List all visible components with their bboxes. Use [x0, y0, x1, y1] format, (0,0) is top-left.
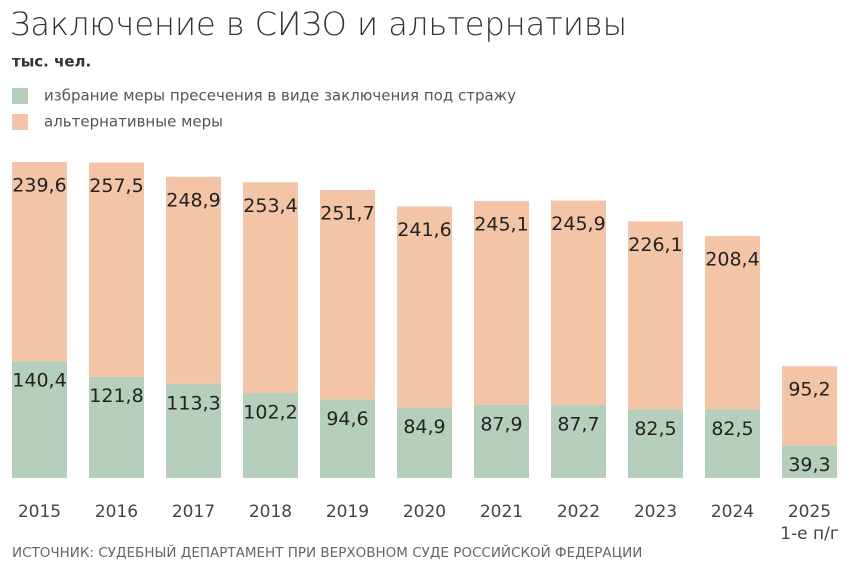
bar-segment [12, 162, 67, 362]
value-label: 95,2 [788, 379, 830, 401]
value-label: 121,8 [89, 385, 143, 407]
value-label: 113,3 [166, 392, 220, 414]
bar-segment [782, 445, 837, 478]
x-tick-label: 2021 [480, 502, 523, 522]
x-tick-label: 2022 [557, 502, 600, 522]
value-label: 253,4 [243, 195, 297, 217]
bar-segment [474, 404, 529, 478]
bar-segment [782, 366, 837, 446]
bar-segment [89, 376, 144, 478]
x-tick-label: 2024 [711, 502, 754, 522]
bar-segment [166, 383, 221, 478]
bar-segment [705, 236, 760, 410]
value-label: 39,3 [788, 454, 830, 476]
source: ИСТОЧНИК: СУДЕБНЫЙ ДЕПАРТАМЕНТ ПРИ ВЕРХО… [12, 543, 642, 561]
bar-segment [166, 176, 221, 384]
bar-segment [397, 407, 452, 478]
x-tick-label: 2019 [326, 502, 369, 522]
legend-label: альтернативные меры [44, 113, 223, 131]
bar-segment [89, 162, 144, 377]
value-label: 241,6 [397, 219, 451, 241]
chart-title: Заключение в СИЗО и альтернативы [10, 5, 627, 43]
value-label: 208,4 [705, 249, 759, 271]
value-label: 87,7 [557, 414, 599, 436]
value-label: 257,5 [89, 175, 143, 197]
legend-swatch [12, 88, 28, 104]
value-label: 248,9 [166, 189, 220, 211]
x-tick-label: 2020 [403, 502, 446, 522]
value-label: 87,9 [480, 413, 522, 435]
value-label: 140,4 [12, 370, 66, 392]
bar-segment [320, 399, 375, 478]
x-tick-label: 2016 [95, 502, 138, 522]
bar-segment [551, 200, 606, 406]
value-label: 84,9 [403, 416, 445, 438]
bar-segment [243, 182, 298, 394]
x-tick-label: 2025 1-е п/г [780, 502, 839, 544]
bar-segment [628, 409, 683, 478]
value-label: 94,6 [326, 408, 368, 430]
bar-segment [628, 221, 683, 410]
value-label: 245,1 [474, 214, 528, 236]
bar-segment [474, 201, 529, 405]
x-tick-label: 2018 [249, 502, 292, 522]
x-tick-label: 2015 [18, 502, 61, 522]
subtitle: тыс. чел. [12, 53, 91, 71]
bar-segment [551, 405, 606, 478]
value-label: 251,7 [320, 203, 374, 225]
legend-swatch [12, 114, 28, 130]
bar-segment [397, 206, 452, 408]
value-label: 245,9 [551, 213, 605, 235]
value-label: 102,2 [243, 402, 297, 424]
bar-segment [320, 190, 375, 400]
bar-segment [243, 393, 298, 478]
bar-segment [705, 409, 760, 478]
value-label: 82,5 [711, 418, 753, 440]
x-tick-label: 2017 [172, 502, 215, 522]
legend-label: избрание меры пресечения в виде заключен… [44, 87, 516, 105]
value-label: 82,5 [634, 418, 676, 440]
value-label: 239,6 [12, 175, 66, 197]
value-label: 226,1 [628, 234, 682, 256]
bar-segment [12, 361, 67, 478]
x-tick-label: 2023 [634, 502, 677, 522]
